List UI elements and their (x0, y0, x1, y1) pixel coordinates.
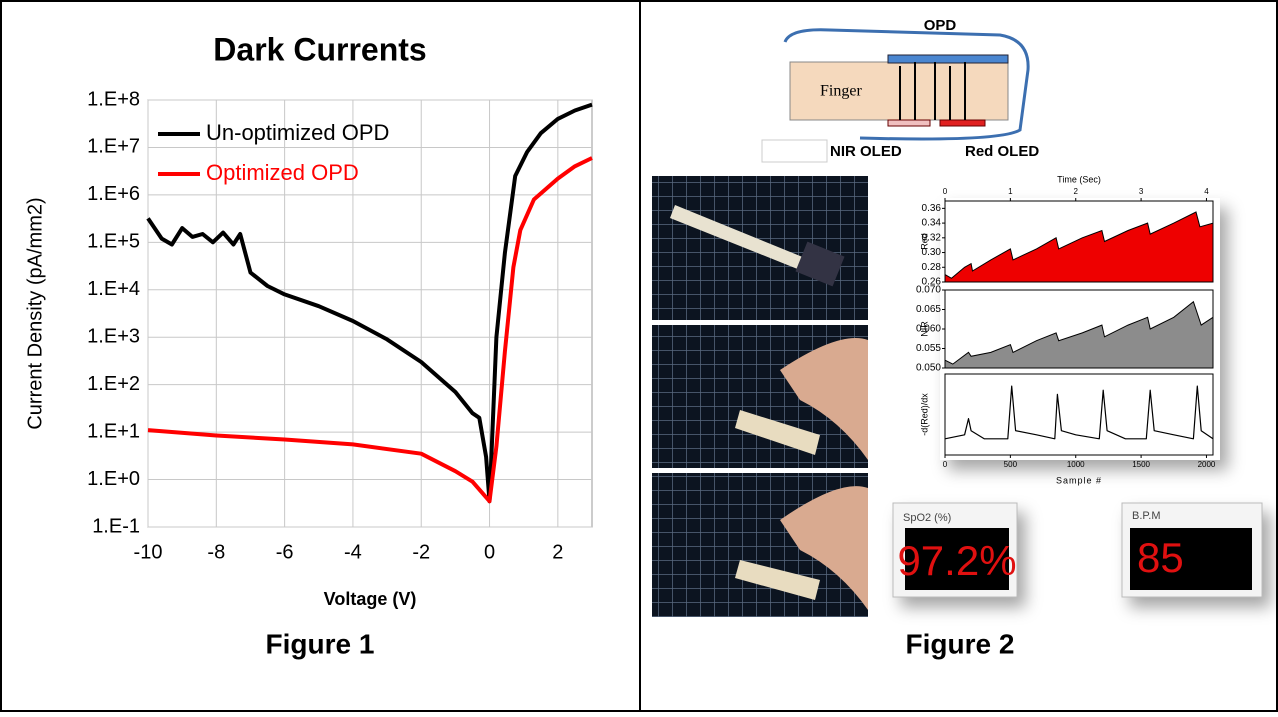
y-axis-label: NIR (919, 321, 929, 337)
series-line (944, 385, 1214, 440)
y-tick-label: 1.E+7 (87, 136, 140, 158)
y-tick-label: 0.36 (922, 203, 942, 214)
x-tick-label: 1000 (1067, 460, 1085, 469)
y-tick-label: 0.050 (916, 363, 941, 374)
y-tick-label: 0.060 (916, 324, 941, 335)
x2-axis-label: Time (Sec) (1057, 174, 1101, 184)
readout-label: B.P.M (1132, 510, 1161, 522)
caption: Figure 1 (266, 628, 375, 659)
y-tick-label: 1.E+3 (87, 326, 140, 348)
y-tick-label: 1.E+2 (87, 373, 140, 395)
y-axis-label: -d(Red)/dx (919, 393, 929, 436)
x-axis-label: Voltage (V) (324, 589, 417, 609)
y-tick-label: 0.065 (916, 304, 941, 315)
x2-tick-label: 4 (1204, 187, 1209, 196)
readout (892, 502, 1263, 598)
legend-label: Optimized OPD (206, 160, 359, 185)
y-tick-label: 1.E+6 (87, 183, 140, 205)
y-tick-label: 1.E+4 (87, 278, 140, 300)
series-area (944, 300, 1214, 369)
x-tick-label: 1500 (1132, 460, 1150, 469)
diagram-label: Finger (820, 83, 862, 100)
photos (652, 176, 868, 617)
x-tick-label: -4 (344, 541, 362, 563)
chart-title: Dark Currents (213, 31, 426, 67)
x2-tick-label: 0 (943, 187, 948, 196)
series-line (146, 102, 593, 504)
caption: Figure 2 (906, 628, 1015, 659)
x-tick-label: 0 (484, 541, 495, 563)
y-tick-label: 0.070 (916, 285, 941, 296)
readout-label: SpO2 (%) (903, 512, 951, 524)
x-tick-label: -8 (207, 541, 225, 563)
x-tick-label: 2 (552, 541, 563, 563)
y-axis-label: Current Density (pA/mm2) (24, 197, 46, 429)
y-tick-label: 1.E-1 (92, 515, 140, 537)
readout-value: 97.2% (897, 537, 1016, 584)
y-tick-label: 0.26 (922, 277, 942, 288)
plot-area (944, 373, 1214, 456)
readout-value: 85 (1137, 534, 1184, 581)
sensor-diagram: OPD Finger NIR OLED Red OLED (761, 17, 1039, 163)
series-area (944, 211, 1214, 283)
x-tick-label: -6 (276, 541, 294, 563)
x-tick-label: 2000 (1198, 460, 1216, 469)
x2-tick-label: 2 (1074, 187, 1079, 196)
y-tick-label: 0.30 (922, 247, 942, 258)
x-tick-label: -2 (412, 541, 430, 563)
x-tick-label: -10 (134, 541, 163, 563)
legend-label: Un-optimized OPD (206, 120, 389, 145)
x-axis-label: Sample # (1056, 475, 1102, 485)
x2-tick-label: 1 (1008, 187, 1013, 196)
y-tick-label: 0.32 (922, 232, 942, 243)
y-axis-label: Red (919, 233, 929, 250)
y-tick-label: 0.28 (922, 262, 942, 273)
diagram-label: NIR OLED (830, 143, 902, 160)
x2-tick-label: 3 (1139, 187, 1144, 196)
y-tick-label: 0.055 (916, 343, 941, 354)
y-tick-label: 1.E+5 (87, 231, 140, 253)
series-line (147, 156, 593, 504)
y-tick-label: 0.34 (922, 218, 942, 229)
y-tick-label: 1.E+8 (87, 88, 140, 110)
y-tick-label: 1.E+0 (87, 468, 140, 490)
diagram-label: Red OLED (965, 143, 1039, 160)
y-tick-label: 1.E+1 (87, 420, 140, 442)
x-tick-label: 500 (1004, 460, 1018, 469)
diagram-label: OPD (924, 17, 957, 34)
x-tick-label: 0 (943, 460, 948, 469)
